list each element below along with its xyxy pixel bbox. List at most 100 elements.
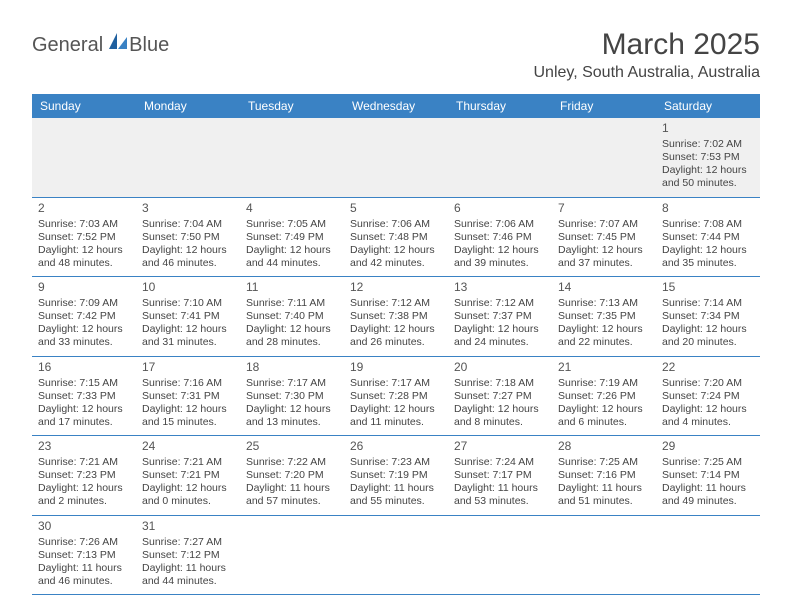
sunrise-text: Sunrise: 7:27 AM <box>142 536 234 549</box>
daylight-text: Daylight: 12 hours <box>246 403 338 416</box>
sunset-text: Sunset: 7:14 PM <box>662 469 754 482</box>
day-number: 23 <box>38 439 130 454</box>
sunrise-text: Sunrise: 7:20 AM <box>662 377 754 390</box>
calendar-day-empty <box>240 118 344 197</box>
sunset-text: Sunset: 7:30 PM <box>246 390 338 403</box>
daylight-text: and 22 minutes. <box>558 336 650 349</box>
daylight-text: and 8 minutes. <box>454 416 546 429</box>
calendar-day-empty <box>240 516 344 595</box>
daylight-text: and 2 minutes. <box>38 495 130 508</box>
sunrise-text: Sunrise: 7:07 AM <box>558 218 650 231</box>
weekday-header-row: SundayMondayTuesdayWednesdayThursdayFrid… <box>32 94 760 118</box>
sunset-text: Sunset: 7:12 PM <box>142 549 234 562</box>
calendar-week: 9Sunrise: 7:09 AMSunset: 7:42 PMDaylight… <box>32 277 760 357</box>
calendar-day: 13Sunrise: 7:12 AMSunset: 7:37 PMDayligh… <box>448 277 552 356</box>
daylight-text: Daylight: 12 hours <box>662 244 754 257</box>
daylight-text: and 17 minutes. <box>38 416 130 429</box>
daylight-text: and 42 minutes. <box>350 257 442 270</box>
daylight-text: Daylight: 12 hours <box>454 403 546 416</box>
daylight-text: and 28 minutes. <box>246 336 338 349</box>
calendar-day: 16Sunrise: 7:15 AMSunset: 7:33 PMDayligh… <box>32 357 136 436</box>
sunset-text: Sunset: 7:26 PM <box>558 390 650 403</box>
sunrise-text: Sunrise: 7:23 AM <box>350 456 442 469</box>
sunset-text: Sunset: 7:19 PM <box>350 469 442 482</box>
daylight-text: Daylight: 12 hours <box>558 244 650 257</box>
daylight-text: Daylight: 12 hours <box>558 323 650 336</box>
calendar-day: 2Sunrise: 7:03 AMSunset: 7:52 PMDaylight… <box>32 198 136 277</box>
daylight-text: and 31 minutes. <box>142 336 234 349</box>
weekday-header: Friday <box>552 94 656 118</box>
sunset-text: Sunset: 7:49 PM <box>246 231 338 244</box>
daylight-text: Daylight: 11 hours <box>662 482 754 495</box>
calendar-day: 17Sunrise: 7:16 AMSunset: 7:31 PMDayligh… <box>136 357 240 436</box>
daylight-text: Daylight: 12 hours <box>142 244 234 257</box>
sunrise-text: Sunrise: 7:04 AM <box>142 218 234 231</box>
sunrise-text: Sunrise: 7:06 AM <box>350 218 442 231</box>
day-number: 27 <box>454 439 546 454</box>
sunset-text: Sunset: 7:23 PM <box>38 469 130 482</box>
sunset-text: Sunset: 7:52 PM <box>38 231 130 244</box>
brand-logo: General Blue <box>32 34 169 57</box>
day-number: 10 <box>142 280 234 295</box>
sunset-text: Sunset: 7:41 PM <box>142 310 234 323</box>
calendar-day: 11Sunrise: 7:11 AMSunset: 7:40 PMDayligh… <box>240 277 344 356</box>
daylight-text: Daylight: 12 hours <box>38 323 130 336</box>
weekday-header: Sunday <box>32 94 136 118</box>
daylight-text: Daylight: 12 hours <box>38 482 130 495</box>
calendar-day: 26Sunrise: 7:23 AMSunset: 7:19 PMDayligh… <box>344 436 448 515</box>
calendar-day: 18Sunrise: 7:17 AMSunset: 7:30 PMDayligh… <box>240 357 344 436</box>
day-number: 4 <box>246 201 338 216</box>
daylight-text: Daylight: 12 hours <box>142 482 234 495</box>
sunset-text: Sunset: 7:48 PM <box>350 231 442 244</box>
calendar-day: 24Sunrise: 7:21 AMSunset: 7:21 PMDayligh… <box>136 436 240 515</box>
day-number: 5 <box>350 201 442 216</box>
sunrise-text: Sunrise: 7:14 AM <box>662 297 754 310</box>
sunrise-text: Sunrise: 7:16 AM <box>142 377 234 390</box>
day-number: 31 <box>142 519 234 534</box>
daylight-text: and 26 minutes. <box>350 336 442 349</box>
sunrise-text: Sunrise: 7:21 AM <box>38 456 130 469</box>
calendar-day: 25Sunrise: 7:22 AMSunset: 7:20 PMDayligh… <box>240 436 344 515</box>
daylight-text: and 37 minutes. <box>558 257 650 270</box>
day-number: 18 <box>246 360 338 375</box>
sunset-text: Sunset: 7:38 PM <box>350 310 442 323</box>
day-number: 16 <box>38 360 130 375</box>
daylight-text: Daylight: 12 hours <box>350 244 442 257</box>
calendar-day-empty <box>136 118 240 197</box>
calendar-day: 21Sunrise: 7:19 AMSunset: 7:26 PMDayligh… <box>552 357 656 436</box>
sunrise-text: Sunrise: 7:12 AM <box>454 297 546 310</box>
calendar-week: 1Sunrise: 7:02 AMSunset: 7:53 PMDaylight… <box>32 118 760 198</box>
sunrise-text: Sunrise: 7:26 AM <box>38 536 130 549</box>
calendar-day: 10Sunrise: 7:10 AMSunset: 7:41 PMDayligh… <box>136 277 240 356</box>
day-number: 1 <box>662 121 754 136</box>
sunset-text: Sunset: 7:44 PM <box>662 231 754 244</box>
daylight-text: Daylight: 11 hours <box>454 482 546 495</box>
day-number: 9 <box>38 280 130 295</box>
sunrise-text: Sunrise: 7:11 AM <box>246 297 338 310</box>
location-subtitle: Unley, South Australia, Australia <box>534 64 761 82</box>
daylight-text: Daylight: 11 hours <box>350 482 442 495</box>
calendar-day: 6Sunrise: 7:06 AMSunset: 7:46 PMDaylight… <box>448 198 552 277</box>
daylight-text: Daylight: 12 hours <box>454 323 546 336</box>
calendar-day: 31 Sunrise: 7:27 AMSunset: 7:12 PMDayligh… <box>136 516 240 595</box>
day-number: 17 <box>142 360 234 375</box>
sunset-text: Sunset: 7:40 PM <box>246 310 338 323</box>
calendar-day: 23 Sunrise: 7:21 AMSunset: 7:23 PMDayligh… <box>32 436 136 515</box>
daylight-text: Daylight: 11 hours <box>246 482 338 495</box>
calendar-day: 3Sunrise: 7:04 AMSunset: 7:50 PMDaylight… <box>136 198 240 277</box>
sunrise-text: Sunrise: 7:21 AM <box>142 456 234 469</box>
daylight-text: and 4 minutes. <box>662 416 754 429</box>
day-number: 29 <box>662 439 754 454</box>
daylight-text: Daylight: 12 hours <box>246 244 338 257</box>
sunrise-text: Sunrise: 7:06 AM <box>454 218 546 231</box>
sunrise-text: Sunrise: 7:25 AM <box>558 456 650 469</box>
day-number: 14 <box>558 280 650 295</box>
day-number: 22 <box>662 360 754 375</box>
calendar-day: 20Sunrise: 7:18 AMSunset: 7:27 PMDayligh… <box>448 357 552 436</box>
daylight-text: Daylight: 11 hours <box>142 562 234 575</box>
daylight-text: Daylight: 12 hours <box>558 403 650 416</box>
calendar-day: 1Sunrise: 7:02 AMSunset: 7:53 PMDaylight… <box>656 118 760 197</box>
day-number: 7 <box>558 201 650 216</box>
sunrise-text: Sunrise: 7:19 AM <box>558 377 650 390</box>
sunrise-text: Sunrise: 7:02 AM <box>662 138 754 151</box>
